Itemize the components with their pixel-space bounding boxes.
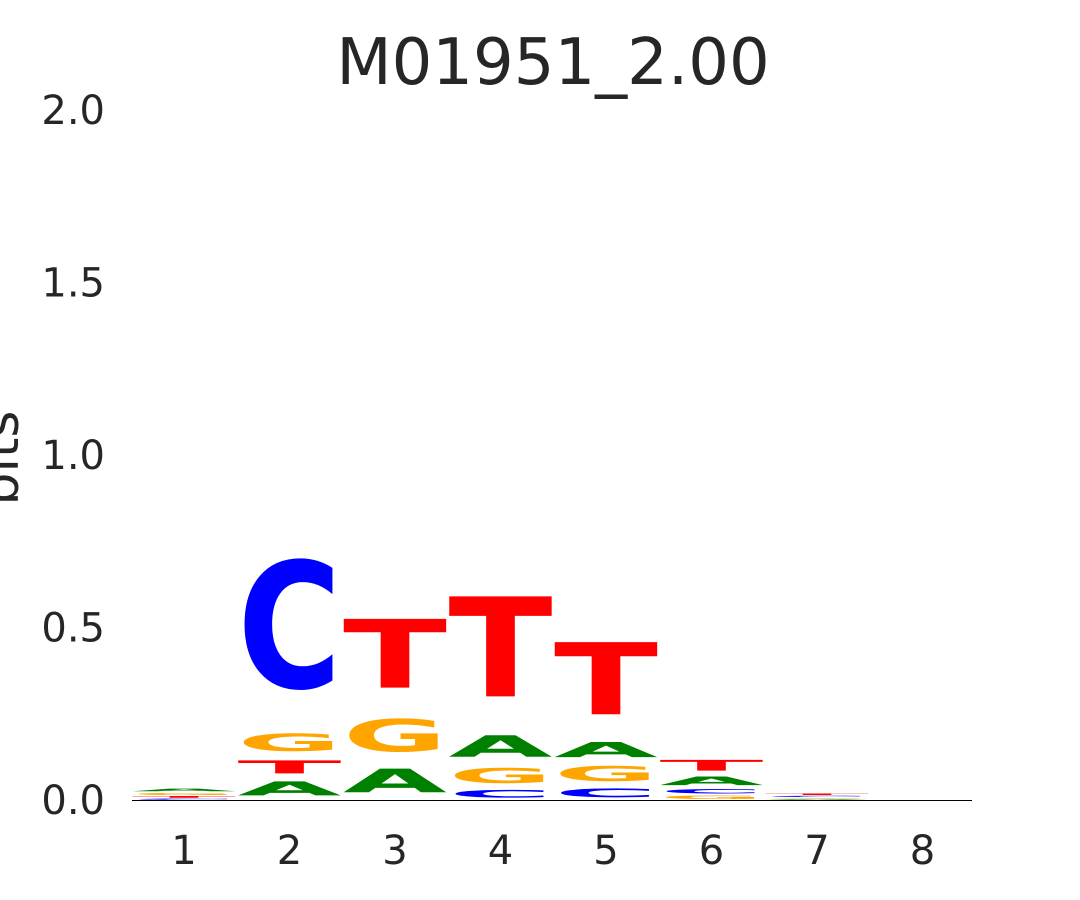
logo-letter-g: G	[660, 795, 764, 800]
x-axis-ticks: 1 2 3 4 5 6 7 8	[171, 828, 935, 874]
logo-letter-a: A	[343, 762, 447, 800]
x-tick-label: 2	[277, 828, 302, 874]
logo-letter-t: T	[765, 793, 869, 795]
x-tick-label: 5	[593, 828, 618, 874]
logo-letter-g: G	[343, 711, 447, 762]
y-tick-label: 0.0	[41, 778, 105, 824]
x-tick-label: 4	[488, 828, 513, 874]
y-axis-label: bits	[0, 411, 31, 506]
y-axis-ticks: 0.0 0.5 1.0 1.5 2.0	[41, 88, 105, 824]
y-tick-label: 0.5	[41, 606, 105, 652]
x-tick-label: 6	[699, 828, 724, 874]
logo-letter-c: C	[660, 788, 764, 795]
logo-letter-g: G	[765, 797, 869, 798]
logo-letter-t: T	[238, 757, 342, 778]
logo-letter-t: T	[554, 623, 658, 738]
logo-letter-g: G	[554, 762, 658, 786]
logo-letter-c: C	[132, 798, 236, 800]
logo-letter-c: C	[554, 786, 658, 800]
logo-letter-t: T	[343, 600, 447, 710]
logo-letter-a: A	[660, 774, 764, 788]
letter-stack-position-3: AGT	[343, 600, 447, 800]
y-tick-label: 1.0	[41, 433, 105, 479]
logo-letter-t: T	[132, 796, 236, 799]
logo-letter-a: A	[449, 729, 553, 763]
x-tick-label: 3	[382, 828, 407, 874]
logo-letter-t: T	[449, 570, 553, 730]
x-tick-label: 1	[171, 828, 196, 874]
x-tick-label: 8	[910, 828, 935, 874]
logo-letter-c: C	[449, 788, 553, 800]
logo-letter-c: C	[765, 796, 869, 798]
logo-letter-g: G	[132, 792, 236, 795]
logo-letter-a: A	[238, 778, 342, 800]
logo-letter-c: C	[238, 527, 342, 729]
logo-letter-a: A	[554, 738, 658, 762]
logo-letter-g: G	[449, 764, 553, 788]
logo-letter-a: A	[132, 788, 237, 792]
chart-title: M01951_2.00	[336, 26, 769, 100]
x-tick-label: 7	[804, 828, 829, 874]
y-tick-label: 2.0	[41, 88, 105, 134]
logo-letter-a: A	[765, 799, 870, 800]
logo-letter-t: T	[660, 757, 764, 774]
logo-letter-g: G	[238, 729, 342, 756]
y-tick-label: 1.5	[41, 261, 105, 307]
